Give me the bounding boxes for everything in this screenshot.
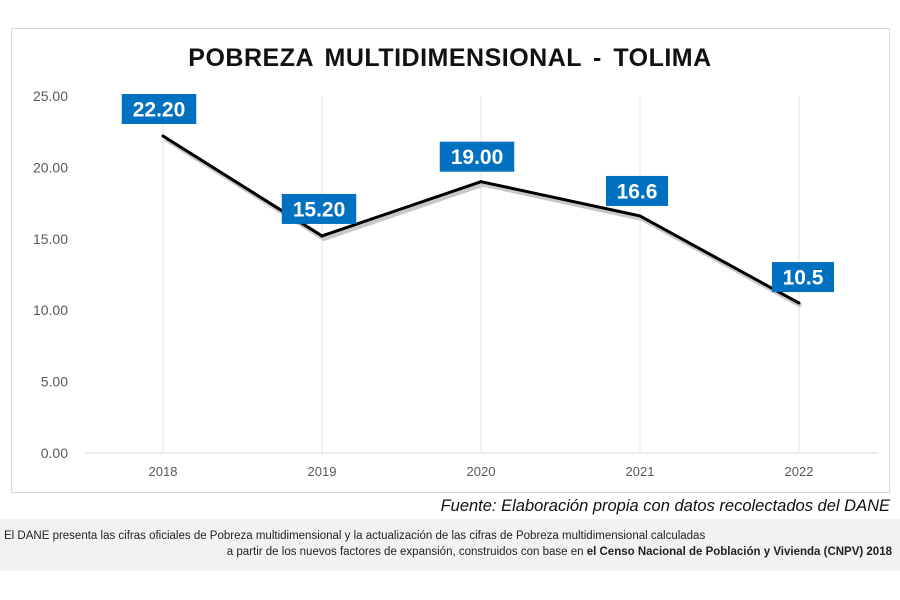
line-chart: 0.00 5.00 10.00 15.00 20.00 25.00 2018 2019 202… (33, 88, 878, 479)
x-tick-label: 2018 (149, 464, 178, 479)
data-label: 22.20 (121, 93, 197, 124)
data-point (797, 301, 801, 305)
footnote-line-2-text: a partir de los nuevos factores de expan… (226, 546, 587, 558)
y-tick-label: 15.00 (33, 231, 68, 247)
data-label: 19.00 (439, 141, 515, 172)
data-label-text: 10.5 (783, 267, 824, 290)
x-tick-label: 2019 (308, 464, 337, 479)
x-tick-label: 2022 (785, 464, 814, 479)
y-tick-label: 25.00 (33, 88, 68, 104)
data-point (320, 234, 324, 238)
data-labels: 22.20 15.20 19.00 16.6 10.5 (121, 93, 834, 293)
series-line (161, 134, 802, 308)
y-tick-label: 10.00 (33, 302, 68, 318)
x-tick-label: 2021 (626, 464, 655, 479)
data-label-text: 22.20 (133, 98, 186, 121)
data-label: 15.20 (281, 193, 357, 224)
data-point (638, 214, 642, 218)
y-tick-label: 0.00 (41, 445, 68, 461)
data-label-text: 16.6 (617, 180, 658, 203)
data-point (479, 180, 483, 184)
data-label: 16.6 (606, 175, 668, 206)
footnote: El DANE presenta las cifras oficiales de… (0, 519, 900, 571)
data-label: 10.5 (772, 262, 834, 293)
chart-title: POBREZA MULTIDIMENSIONAL - TOLIMA (188, 44, 712, 72)
x-axis: 2018 2019 2020 2021 2022 (149, 464, 814, 479)
source-note: Fuente: Elaboración propia con datos rec… (440, 497, 890, 515)
footnote-line-2-bold: el Censo Nacional de Población y Viviend… (586, 546, 892, 558)
footnote-line-2: a partir de los nuevos factores de expan… (227, 544, 892, 560)
data-label-box (439, 141, 515, 172)
data-label-text: 19.00 (451, 146, 504, 169)
y-axis: 0.00 5.00 10.00 15.00 20.00 25.00 (33, 88, 68, 461)
y-tick-label: 5.00 (41, 374, 68, 390)
data-label-box (121, 93, 197, 124)
data-point (161, 134, 165, 138)
y-tick-label: 20.00 (33, 159, 68, 175)
x-tick-label: 2020 (467, 464, 496, 479)
data-label-text: 15.20 (293, 198, 346, 221)
data-label-box (772, 262, 834, 293)
data-label-box (606, 175, 668, 206)
footnote-line-1: El DANE presenta las cifras oficiales de… (4, 530, 706, 542)
data-label-box (281, 193, 357, 224)
